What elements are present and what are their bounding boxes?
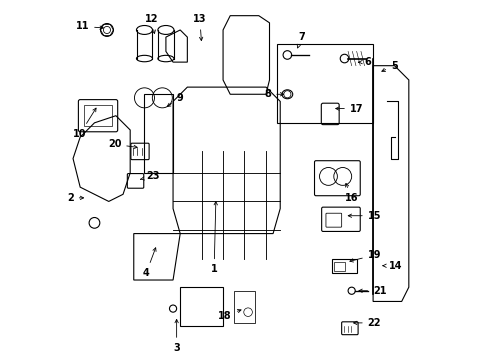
Text: 5: 5 (381, 61, 397, 72)
Text: 18: 18 (218, 310, 241, 321)
Text: 23: 23 (141, 171, 160, 181)
Text: 9: 9 (167, 93, 183, 107)
Text: 11: 11 (76, 21, 103, 31)
Text: 20: 20 (107, 139, 137, 149)
Text: 13: 13 (193, 14, 206, 41)
Bar (333, 262, 344, 271)
Text: 14: 14 (382, 261, 402, 271)
Text: 12: 12 (144, 14, 158, 33)
Text: 6: 6 (358, 57, 370, 67)
Text: 19: 19 (349, 250, 381, 262)
Text: 2: 2 (67, 193, 83, 203)
Text: 15: 15 (347, 211, 381, 221)
Text: 8: 8 (264, 89, 283, 99)
Text: 17: 17 (335, 104, 363, 113)
Text: 10: 10 (73, 108, 96, 139)
Text: 3: 3 (173, 319, 180, 353)
Bar (331, 258, 356, 273)
Text: 21: 21 (358, 286, 386, 296)
Bar (276, 44, 372, 123)
Text: 7: 7 (297, 32, 305, 48)
Bar (233, 291, 255, 323)
Text: 16: 16 (344, 184, 358, 203)
Text: 22: 22 (353, 318, 381, 328)
Bar (83, 105, 112, 126)
Text: 4: 4 (142, 248, 156, 278)
Text: 1: 1 (210, 202, 217, 274)
